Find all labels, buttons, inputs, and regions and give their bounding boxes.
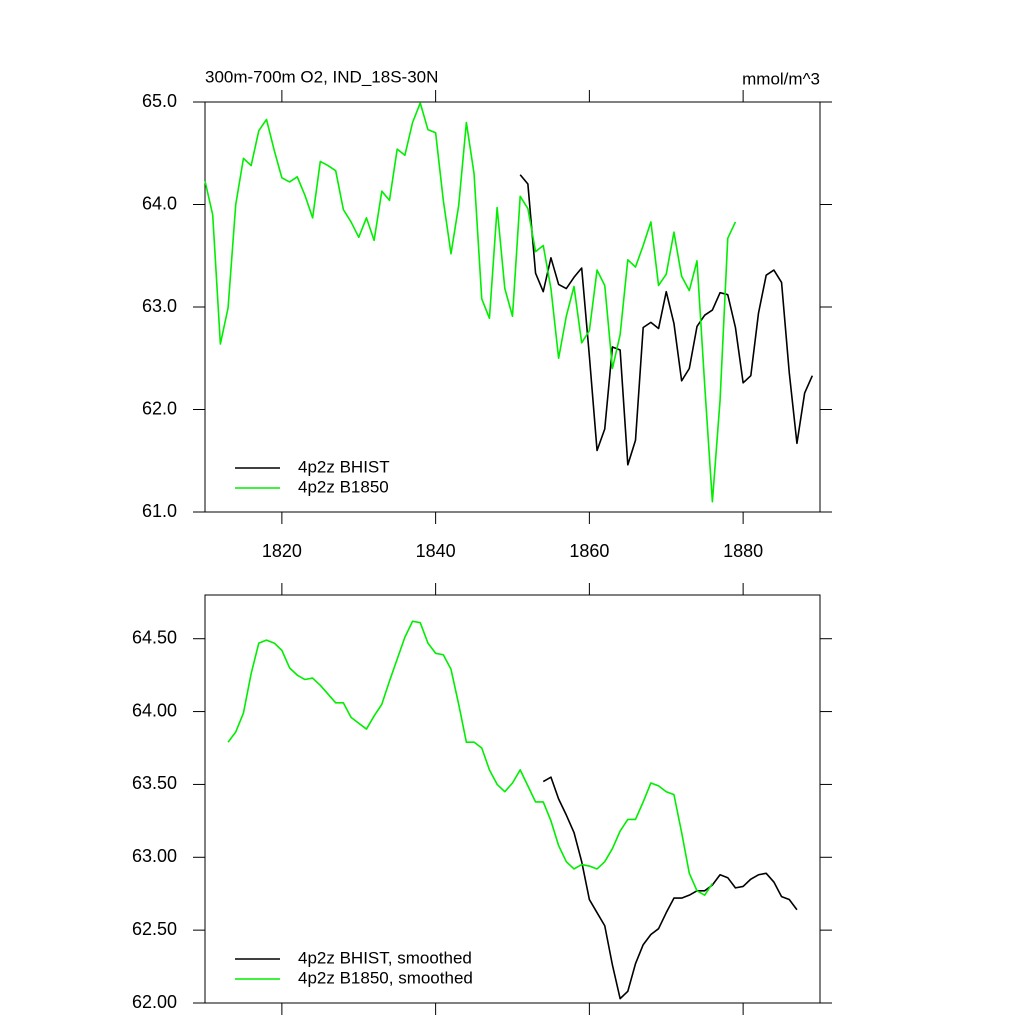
y-tick-label: 63.50 (132, 773, 177, 793)
series-line (204, 102, 737, 503)
y-tick-label: 61.0 (142, 501, 177, 521)
y-tick-label: 62.50 (132, 919, 177, 939)
x-tick-label: 1840 (416, 541, 456, 561)
series-line (227, 620, 714, 896)
plot-frame (204, 594, 821, 1004)
legend-label: 4p2z BHIST, smoothed (298, 948, 472, 967)
legend-label: 4p2z BHIST (298, 457, 390, 476)
y-tick-label: 65.0 (142, 91, 177, 111)
units-label: mmol/m^3 (742, 69, 820, 88)
y-tick-label: 62.0 (142, 398, 177, 418)
series-line (519, 174, 814, 466)
series-line (542, 776, 798, 1000)
x-tick-label: 1860 (569, 541, 609, 561)
x-tick-label: 1820 (262, 541, 302, 561)
chart-title: 300m-700m O2, IND_18S-30N (205, 67, 438, 86)
y-tick-label: 64.50 (132, 627, 177, 647)
legend-label: 4p2z B1850 (298, 477, 389, 496)
legend-label: 4p2z B1850, smoothed (298, 968, 473, 987)
y-tick-label: 64.0 (142, 193, 177, 213)
x-tick-label: 1880 (723, 541, 763, 561)
y-tick-label: 63.00 (132, 846, 177, 866)
y-tick-label: 63.0 (142, 296, 177, 316)
y-tick-label: 62.00 (132, 992, 177, 1012)
y-tick-label: 64.00 (132, 700, 177, 720)
